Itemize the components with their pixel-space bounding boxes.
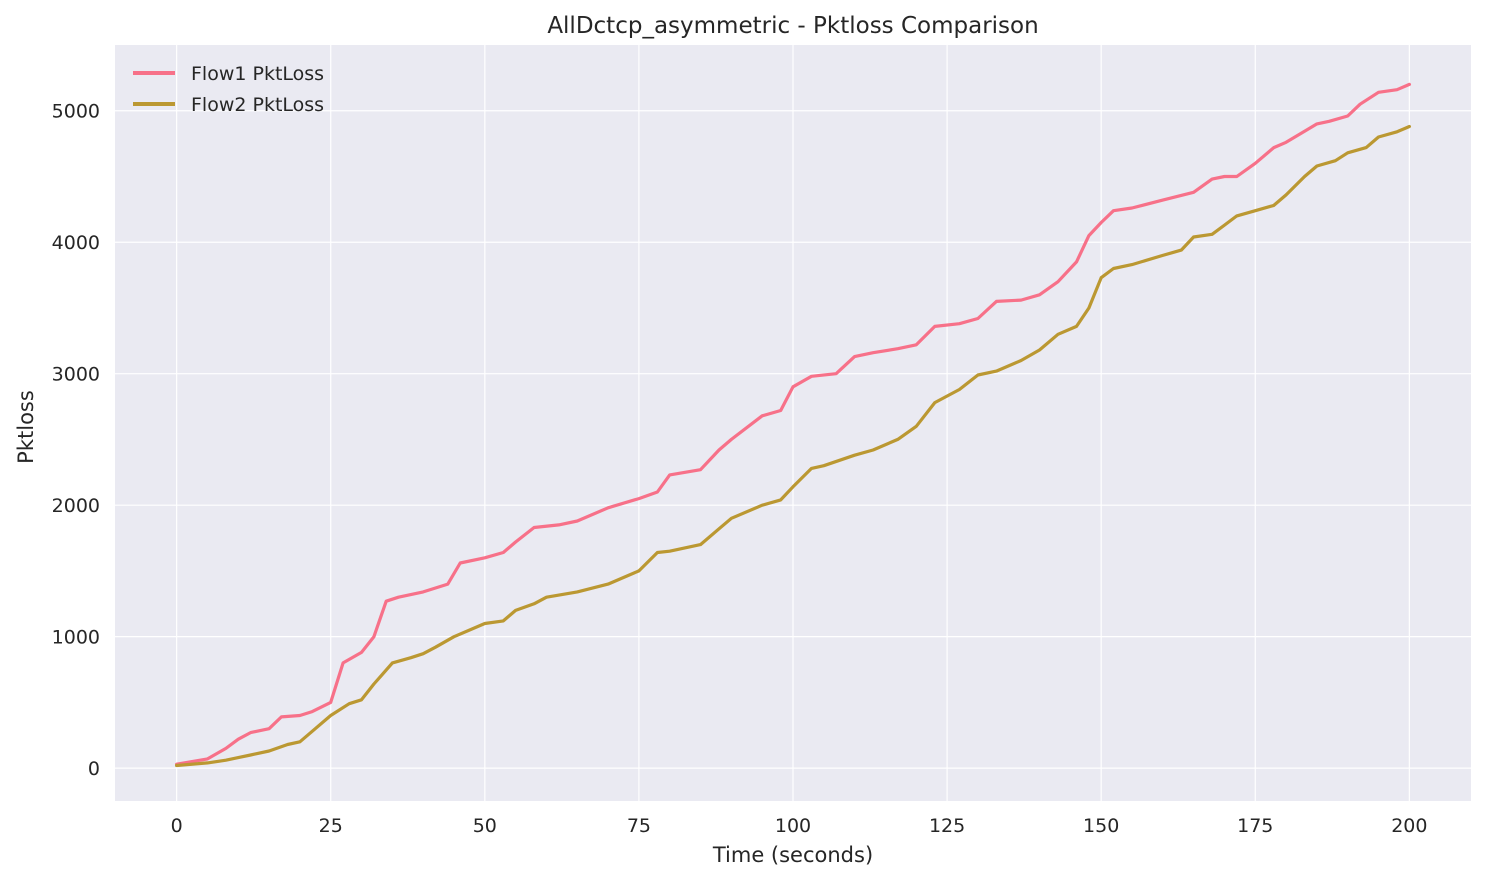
x-tick-label: 200: [1391, 815, 1427, 837]
y-tick-label: 0: [88, 758, 100, 780]
series-lines: [175, 82, 1412, 768]
series-line-flow1: [175, 82, 1412, 766]
x-tick-label: 75: [627, 815, 651, 837]
legend-label-flow1: Flow1 PktLoss: [191, 63, 324, 85]
x-tick-label: 150: [1083, 815, 1119, 837]
x-tick-label: 0: [171, 815, 183, 837]
chart-title: AllDctcp_asymmetric - Pktloss Comparison: [547, 13, 1038, 39]
x-tick-label: 100: [775, 815, 811, 837]
legend: Flow1 PktLoss Flow2 PktLoss: [133, 63, 324, 116]
y-axis-ticks: 0 1000 2000 3000 4000 5000: [52, 101, 100, 780]
x-tick-label: 50: [473, 815, 497, 837]
x-tick-label: 125: [929, 815, 965, 837]
x-axis-ticks: 0 25 50 75 100 125 150 175 200: [171, 815, 1428, 837]
x-tick-label: 25: [319, 815, 343, 837]
legend-label-flow2: Flow2 PktLoss: [191, 94, 324, 116]
series-line-flow2: [175, 124, 1412, 768]
y-tick-label: 3000: [52, 364, 100, 386]
y-tick-label: 1000: [52, 627, 100, 649]
grid: [115, 45, 1471, 801]
x-tick-label: 175: [1237, 815, 1273, 837]
y-axis-label: Pktloss: [14, 390, 38, 464]
y-tick-label: 2000: [52, 495, 100, 517]
x-axis-label: Time (seconds): [712, 843, 873, 867]
y-tick-label: 4000: [52, 232, 100, 254]
y-tick-label: 5000: [52, 101, 100, 123]
